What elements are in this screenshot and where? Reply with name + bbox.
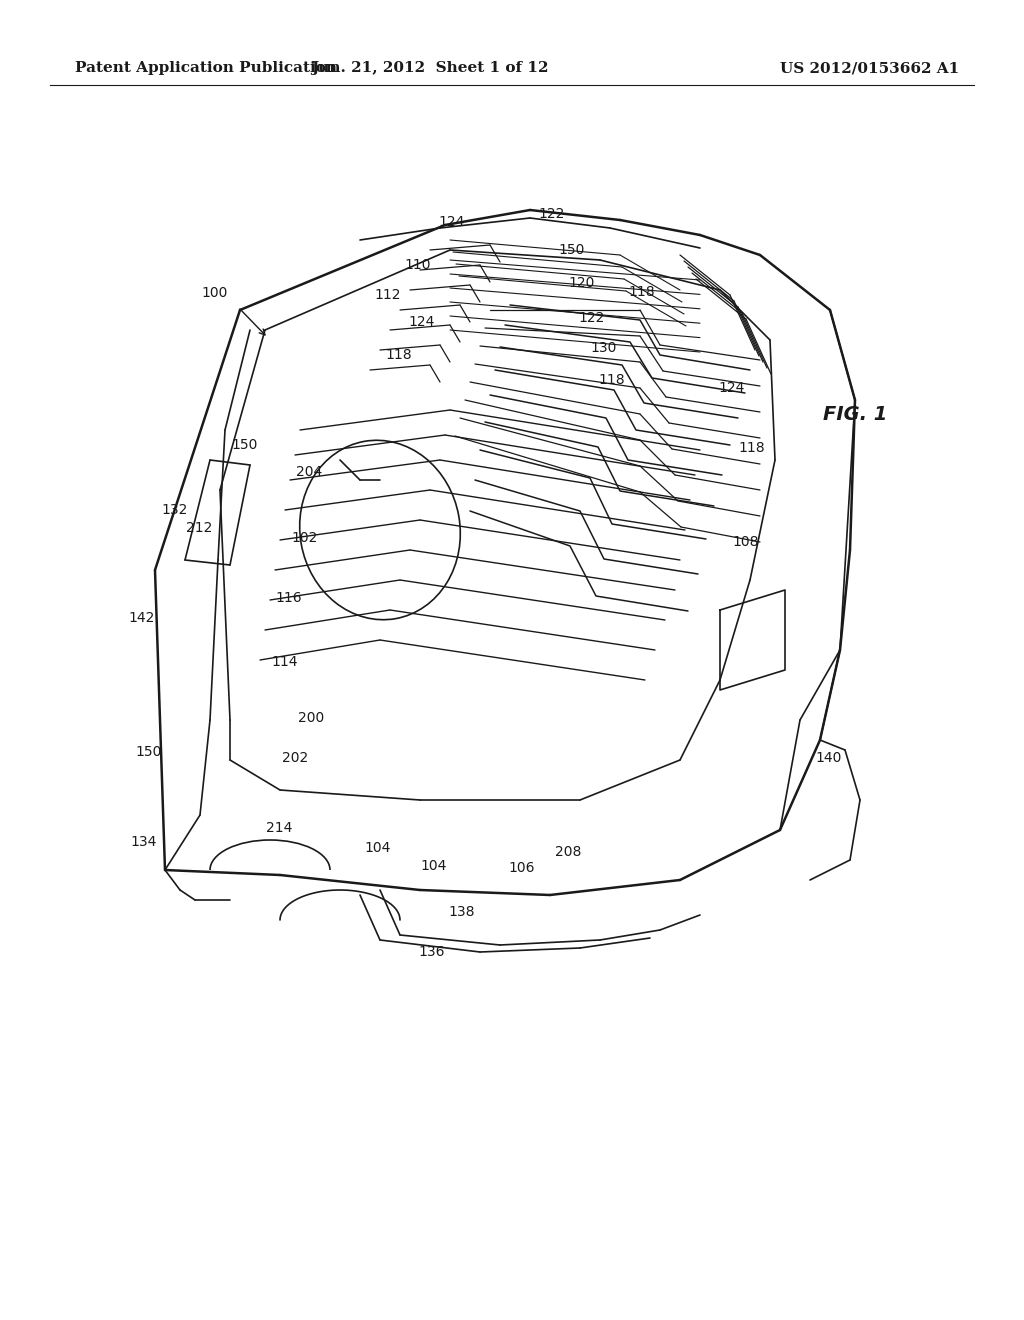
Text: 202: 202 (282, 751, 308, 766)
Text: 130: 130 (590, 341, 616, 355)
Text: FIG. 1: FIG. 1 (823, 405, 887, 425)
Text: 122: 122 (538, 207, 564, 220)
Text: Jun. 21, 2012  Sheet 1 of 12: Jun. 21, 2012 Sheet 1 of 12 (311, 61, 549, 75)
Text: 110: 110 (404, 257, 431, 272)
Text: 124: 124 (439, 215, 465, 228)
Text: 120: 120 (568, 276, 594, 290)
Text: 140: 140 (815, 751, 842, 766)
Text: 118: 118 (628, 285, 654, 300)
Text: 122: 122 (578, 312, 604, 325)
Text: 150: 150 (231, 438, 258, 451)
Text: 142: 142 (129, 611, 155, 624)
Text: 138: 138 (449, 906, 475, 919)
Text: 124: 124 (718, 381, 744, 395)
Text: 116: 116 (275, 591, 302, 605)
Text: 102: 102 (292, 531, 318, 545)
Text: 208: 208 (555, 845, 582, 859)
Text: 124: 124 (409, 315, 435, 329)
Text: 114: 114 (271, 655, 298, 669)
Text: 104: 104 (421, 859, 447, 873)
Text: 104: 104 (365, 841, 391, 855)
Text: 200: 200 (298, 711, 325, 725)
Text: 204: 204 (296, 465, 322, 479)
Text: 118: 118 (598, 374, 625, 387)
Text: 108: 108 (732, 535, 759, 549)
Text: 136: 136 (419, 945, 445, 960)
Text: 106: 106 (509, 861, 536, 875)
Text: 150: 150 (135, 744, 162, 759)
Text: 112: 112 (375, 288, 401, 302)
Text: 132: 132 (162, 503, 188, 517)
Text: 118: 118 (385, 348, 412, 362)
Text: 134: 134 (131, 836, 157, 849)
Text: 100: 100 (202, 286, 228, 300)
Text: 214: 214 (265, 821, 292, 836)
Text: 212: 212 (185, 521, 212, 535)
Text: Patent Application Publication: Patent Application Publication (75, 61, 337, 75)
Text: 150: 150 (558, 243, 585, 257)
Text: 118: 118 (738, 441, 765, 455)
Text: US 2012/0153662 A1: US 2012/0153662 A1 (780, 61, 959, 75)
